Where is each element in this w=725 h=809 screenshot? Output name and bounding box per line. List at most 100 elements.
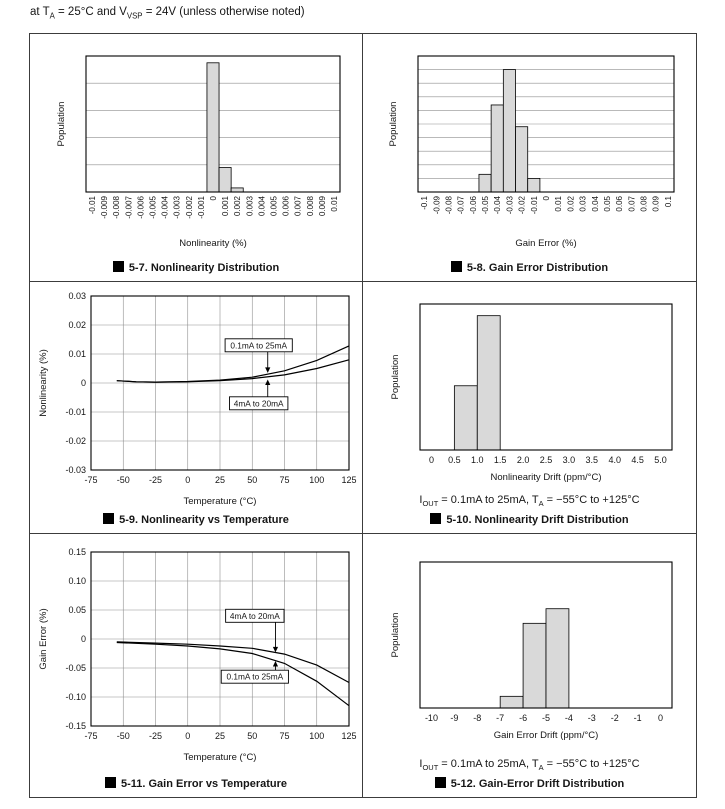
svg-text:0.02: 0.02 <box>566 195 575 211</box>
svg-text:0.009: 0.009 <box>318 195 327 216</box>
figure-icon <box>434 777 446 788</box>
svg-text:Gain Error Drift (ppm/°C): Gain Error Drift (ppm/°C) <box>493 730 598 741</box>
figure-grid: -0.01 -0.009 -0.008 -0.007 -0.006 -0.005 -0.00… <box>29 33 697 798</box>
svg-text:0.04: 0.04 <box>590 195 599 211</box>
svg-text:-0.07: -0.07 <box>456 195 465 214</box>
figure-icon <box>112 261 124 272</box>
svg-text:0: 0 <box>81 634 86 644</box>
svg-text:-2: -2 <box>610 713 618 723</box>
svg-text:-0.08: -0.08 <box>444 195 453 214</box>
svg-text:-0.005: -0.005 <box>149 195 158 218</box>
svg-text:4mA to 20mA: 4mA to 20mA <box>234 398 284 408</box>
figure-caption: 5-7. Nonlinearity Distribution <box>30 261 362 274</box>
conditions-text: IOUT = 0.1mA to 25mA, TA = −55°C to +125… <box>419 494 640 509</box>
figure-panel-5-9: -75 -50 -25 0 25 50 75 100 125 -0.03 -0.02 -0.01 0 0.… <box>30 282 363 534</box>
svg-text:0: 0 <box>81 378 86 388</box>
svg-text:-0.09: -0.09 <box>432 195 441 214</box>
figure-caption: 5-11. Gain Error vs Temperature <box>30 777 362 790</box>
figure-icon <box>450 261 462 272</box>
figure-icon <box>104 777 116 788</box>
svg-text:0: 0 <box>209 195 218 200</box>
conditions-text: IOUT = 0.1mA to 25mA, TA = −55°C to +125… <box>419 758 640 773</box>
svg-text:-0.04: -0.04 <box>493 195 502 214</box>
svg-text:-25: -25 <box>149 475 162 485</box>
svg-text:100: 100 <box>309 475 324 485</box>
svg-text:125: 125 <box>341 731 356 741</box>
figure-panel-5-10: 0 0.5 1.0 1.5 2.0 2.5 3.0 3.5 4.0 4.5 5.0 Nonlinear… <box>363 282 696 534</box>
svg-text:Gain Error (%): Gain Error (%) <box>515 238 576 249</box>
svg-text:125: 125 <box>341 475 356 485</box>
figure-caption: 5-12. Gain-Error Drift Distribution <box>363 777 696 790</box>
svg-text:50: 50 <box>247 731 257 741</box>
svg-text:-0.15: -0.15 <box>65 721 86 731</box>
svg-text:0.02: 0.02 <box>68 320 86 330</box>
svg-text:4.0: 4.0 <box>608 455 621 465</box>
svg-text:0: 0 <box>428 455 433 465</box>
svg-text:0.03: 0.03 <box>578 195 587 211</box>
svg-text:-4: -4 <box>564 713 572 723</box>
svg-text:0: 0 <box>658 713 663 723</box>
figure-panel-5-7: -0.01 -0.009 -0.008 -0.007 -0.006 -0.005 -0.00… <box>30 34 363 282</box>
svg-text:-0.004: -0.004 <box>161 195 170 218</box>
svg-text:1.5: 1.5 <box>493 455 506 465</box>
svg-text:0.1: 0.1 <box>663 195 672 207</box>
svg-text:Nonlinearity Drift (ppm/°C): Nonlinearity Drift (ppm/°C) <box>490 472 601 483</box>
svg-text:3.5: 3.5 <box>585 455 598 465</box>
svg-text:-0.003: -0.003 <box>173 195 182 218</box>
svg-text:-0.03: -0.03 <box>505 195 514 214</box>
svg-text:0.005: 0.005 <box>269 195 278 216</box>
nonlinearity-distribution-chart: -0.01 -0.009 -0.008 -0.007 -0.006 -0.005 -0.00… <box>56 55 341 249</box>
gain-error-vs-temperature-chart: -75 -50 -25 0 25 50 75 100 125 -0.15 -0.10 -0.05 0 0.… <box>38 547 357 763</box>
svg-text:-75: -75 <box>84 475 97 485</box>
nonlinearity-vs-temperature-chart: -75 -50 -25 0 25 50 75 100 125 -0.03 -0.02 -0.01 0 0.… <box>38 291 357 507</box>
svg-text:0.007: 0.007 <box>294 195 303 216</box>
svg-text:Population: Population <box>390 613 401 658</box>
svg-text:Nonlinearity (%): Nonlinearity (%) <box>38 349 49 417</box>
svg-text:4mA to 20mA: 4mA to 20mA <box>230 611 280 621</box>
svg-text:-0.03: -0.03 <box>65 465 86 475</box>
svg-text:-50: -50 <box>117 475 130 485</box>
figure-conditions: IOUT = 0.1mA to 25mA, TA = −55°C to +125… <box>363 494 696 509</box>
figure-caption: 5-8. Gain Error Distribution <box>363 261 696 274</box>
svg-text:-0.1: -0.1 <box>420 195 429 209</box>
svg-text:25: 25 <box>215 731 225 741</box>
svg-text:-0.002: -0.002 <box>185 195 194 218</box>
figure-panel-5-11: -75 -50 -25 0 25 50 75 100 125 -0.15 -0.10 -0.05 0 0.… <box>30 534 363 797</box>
figure-caption-text: 5-10. Nonlinearity Drift Distribution <box>446 514 629 526</box>
svg-text:-1: -1 <box>633 713 641 723</box>
svg-text:0.5: 0.5 <box>448 455 461 465</box>
figure-panel-5-12: -10 -9 -8 -7 -6 -5 -4 -3 -2 -1 0 Gain Error Drift (… <box>363 534 696 797</box>
svg-text:0.05: 0.05 <box>602 195 611 211</box>
svg-text:0.1mA to 25mA: 0.1mA to 25mA <box>230 340 287 350</box>
svg-text:0.001: 0.001 <box>221 195 230 216</box>
svg-text:-0.05: -0.05 <box>481 195 490 214</box>
svg-text:-0.05: -0.05 <box>65 663 86 673</box>
svg-text:50: 50 <box>247 475 257 485</box>
svg-text:0.15: 0.15 <box>68 547 86 557</box>
figure-caption-text: 5-7. Nonlinearity Distribution <box>128 262 280 274</box>
gain-error-distribution-chart: -0.1 -0.09 -0.08 -0.07 -0.06 -0.05 -0.04 -0.03-… <box>388 55 675 249</box>
svg-text:0.01: 0.01 <box>68 349 86 359</box>
svg-text:0.06: 0.06 <box>615 195 624 211</box>
svg-text:-0.01: -0.01 <box>529 195 538 214</box>
svg-text:-0.02: -0.02 <box>517 195 526 214</box>
svg-text:75: 75 <box>279 731 289 741</box>
svg-text:-0.01: -0.01 <box>88 195 97 214</box>
svg-text:0.008: 0.008 <box>306 195 315 216</box>
svg-text:2.0: 2.0 <box>516 455 529 465</box>
svg-text:-9: -9 <box>450 713 458 723</box>
svg-text:0.09: 0.09 <box>651 195 660 211</box>
svg-text:25: 25 <box>215 475 225 485</box>
figure-panel-5-8: -0.1 -0.09 -0.08 -0.07 -0.06 -0.05 -0.04 -0.03-… <box>363 34 696 282</box>
figure-caption: 5-9. Nonlinearity vs Temperature <box>30 513 362 526</box>
svg-text:5.0: 5.0 <box>654 455 667 465</box>
header-text: at TA = 25°C and VVSP = 24V (unless othe… <box>30 6 305 21</box>
svg-text:-6: -6 <box>519 713 527 723</box>
svg-text:0.08: 0.08 <box>639 195 648 211</box>
figure-caption: 5-10. Nonlinearity Drift Distribution <box>363 513 696 526</box>
svg-text:-5: -5 <box>541 713 549 723</box>
svg-text:-25: -25 <box>149 731 162 741</box>
svg-text:100: 100 <box>309 731 324 741</box>
svg-text:-0.01: -0.01 <box>65 407 86 417</box>
